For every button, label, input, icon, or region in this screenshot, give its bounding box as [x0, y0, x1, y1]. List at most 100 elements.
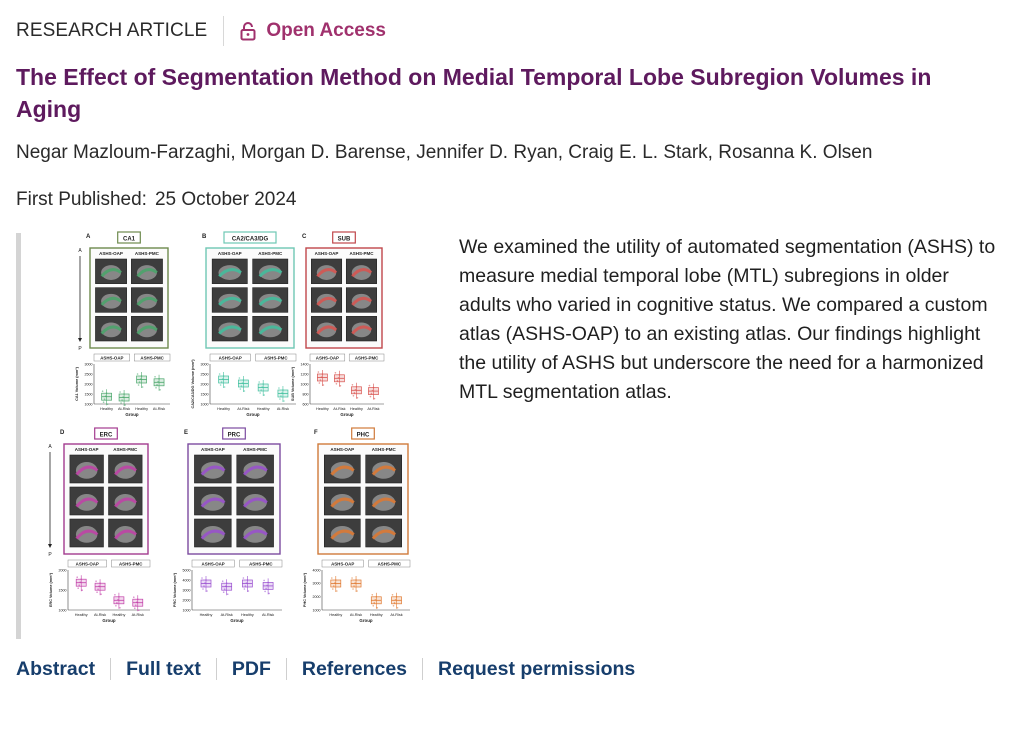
data-dot [205, 579, 207, 581]
data-dot [134, 604, 137, 606]
data-dot [105, 392, 108, 394]
data-dot [201, 577, 203, 579]
atlas-header: ASHS-PMC [140, 355, 164, 360]
data-dot [123, 393, 125, 395]
data-dot [156, 384, 158, 386]
group-tick-label: At-Risk [262, 613, 274, 617]
data-dot [369, 395, 372, 398]
data-dot [136, 373, 139, 375]
atlas-header-box [321, 559, 364, 568]
published-label: First Published: [16, 189, 147, 210]
references-link[interactable]: References [301, 657, 408, 680]
atlas-label: ASHS-PMC [243, 447, 268, 452]
panel-letter: F [314, 430, 318, 436]
data-dot [338, 374, 341, 376]
y-tick-label: 5000 [183, 568, 191, 572]
panel-letter: A [86, 234, 91, 240]
atlas-label: ASHS-PMC [113, 447, 138, 452]
subregion-overlay [351, 325, 373, 335]
subregion-overlay [136, 268, 158, 278]
article-title-link[interactable]: The Effect of Segmentation Method on Med… [16, 64, 932, 122]
subregion-overlay [371, 497, 397, 508]
data-dot [353, 585, 355, 587]
group-tick-label: Healthy [241, 613, 254, 617]
data-dot [206, 590, 208, 592]
subregion-overlay [75, 497, 99, 508]
data-dot [374, 599, 377, 601]
y-tick-label: 1000 [59, 608, 67, 612]
data-dot [124, 404, 126, 406]
data-dot [241, 382, 244, 384]
atlas-label: ASHS-PMC [135, 251, 160, 256]
pdf-link[interactable]: PDF [231, 657, 271, 680]
data-dot [372, 605, 375, 607]
atlas-header: ASHS-OAP [331, 561, 354, 566]
data-dot [354, 389, 357, 391]
group-tick-label: At-Risk [350, 613, 362, 617]
data-dot [245, 582, 248, 584]
data-dot [159, 389, 161, 391]
region-title: PHC [357, 433, 370, 439]
atlas-header: ASHS-PMC [378, 561, 402, 566]
data-dot [319, 379, 322, 381]
data-dot [119, 391, 121, 393]
x-axis-label: Group [246, 412, 259, 417]
group-tick-label: At-Risk [367, 407, 379, 411]
data-dot [371, 594, 374, 596]
data-dot [368, 384, 371, 387]
y-tick-label: 2500 [201, 372, 209, 376]
data-dot [371, 389, 374, 392]
y-tick-label: 3000 [85, 362, 93, 366]
published-date: 25 October 2024 [154, 189, 297, 210]
data-dot [141, 386, 144, 388]
article-meta-row: RESEARCH ARTICLE Open Access [16, 16, 386, 46]
y-tick-label: 3000 [201, 362, 209, 366]
data-dot [391, 594, 394, 596]
atlas-header-box [239, 559, 283, 568]
data-dot [222, 591, 225, 593]
group-tick-label: Healthy [100, 407, 113, 411]
data-dot [117, 599, 119, 601]
data-dot [81, 589, 83, 591]
data-dot [351, 384, 354, 386]
data-dot [221, 580, 224, 582]
y-tick-label: 1500 [85, 392, 93, 396]
subregion-overlay [242, 465, 268, 476]
panel-letter: B [202, 234, 207, 240]
region-title-box [332, 231, 356, 244]
data-dot [351, 577, 353, 579]
abstract-link[interactable]: Abstract [16, 657, 96, 680]
subregion-overlay [330, 465, 355, 476]
data-dot [101, 390, 104, 392]
link-divider [285, 658, 287, 680]
subregion-overlay [114, 465, 137, 476]
y-axis-label: CA2/CA3/DG Volume (mm³) [191, 359, 195, 409]
data-dot [119, 607, 121, 609]
atlas-label: ASHS-OAP [75, 447, 99, 452]
ap-axis-arrowhead [48, 544, 52, 548]
graphical-abstract-figure[interactable]: A CA1 ASHS-OAP ASHS-PMC A P ASHS-OAP ASHS-PMC 30… [38, 230, 426, 640]
group-tick-label: Healthy [350, 407, 363, 411]
atlas-header: ASHS-PMC [249, 561, 273, 566]
data-dot [140, 375, 143, 377]
y-tick-label: 4000 [313, 568, 321, 572]
request-permissions-link[interactable]: Request permissions [438, 657, 636, 680]
data-dot [394, 599, 397, 601]
panel-letter: E [184, 430, 188, 436]
author-list: Negar Mazloum-Farzaghi, Morgan D. Barens… [16, 142, 873, 163]
group-tick-label: At-Risk [118, 407, 130, 411]
y-axis-label: ERC Volume (mm³) [49, 572, 53, 607]
axis-anterior-label: A [78, 248, 82, 254]
data-dot [393, 602, 396, 604]
x-axis-label: Group [230, 618, 243, 623]
region-title-box [351, 427, 375, 440]
subregion-overlay [242, 529, 268, 540]
y-tick-label: 1400 [301, 362, 309, 366]
group-tick-label: Healthy [316, 407, 329, 411]
atlas-label: ASHS-PMC [258, 251, 283, 256]
data-dot [118, 596, 120, 598]
atlas-label: ASHS-PMC [349, 251, 374, 256]
atlas-header-box [134, 353, 171, 362]
full-text-link[interactable]: Full text [126, 657, 201, 680]
data-dot [331, 577, 333, 579]
